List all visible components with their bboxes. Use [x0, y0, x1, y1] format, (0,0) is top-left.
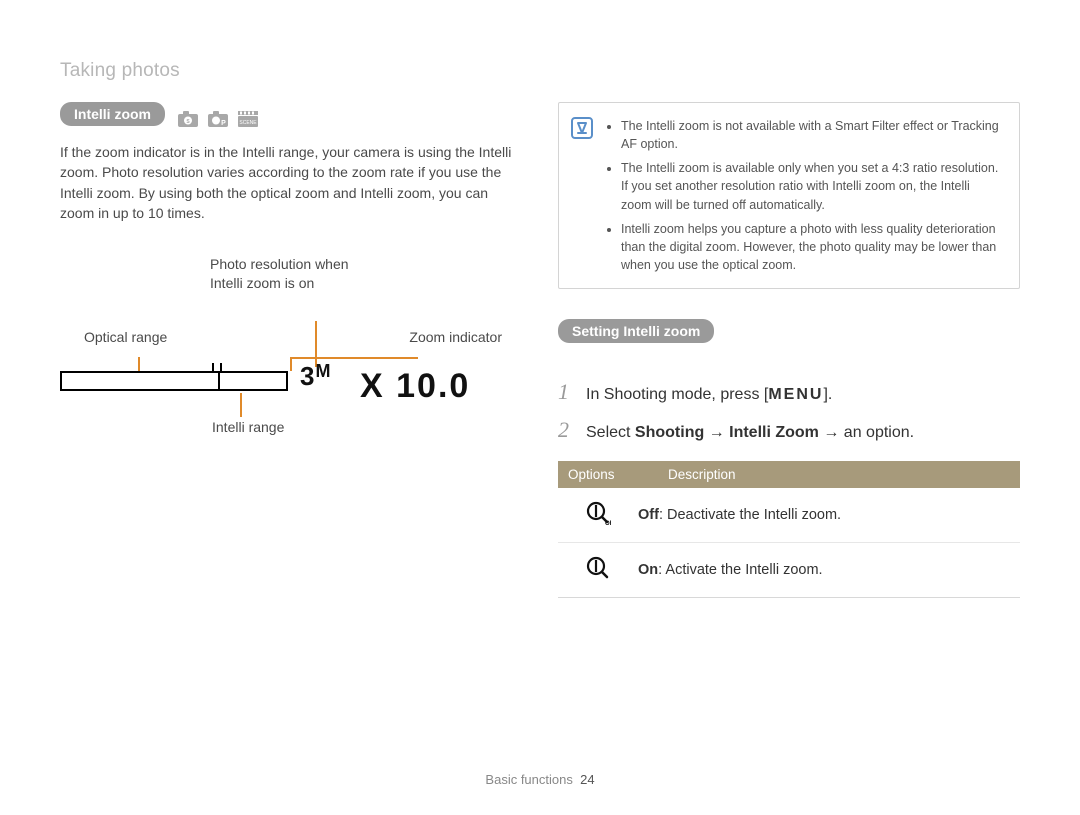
leader-optical — [138, 357, 140, 371]
note-icon — [571, 117, 593, 139]
zoom-indicator-label: Zoom indicator — [409, 329, 502, 345]
zoom-diagram: Photo resolution when Intelli zoom is on… — [60, 255, 522, 429]
leader-zoom-indicator-v — [290, 357, 292, 371]
note-item: The Intelli zoom is not available with a… — [621, 117, 1003, 153]
resolution-unit: M — [315, 361, 331, 381]
option-label: Off — [638, 507, 659, 523]
photo-resolution-label: Photo resolution when Intelli zoom is on — [210, 255, 522, 293]
step-number: 2 — [558, 417, 574, 443]
step-arrow: → — [704, 424, 729, 441]
svg-text:P: P — [221, 120, 226, 127]
optical-range-label: Optical range — [84, 329, 167, 345]
step-arrow: → — [819, 424, 844, 441]
option-desc: : Deactivate the Intelli zoom. — [659, 507, 841, 523]
zoom-bar-intelli-segment — [218, 373, 286, 389]
option-description-cell: On: Activate the Intelli zoom. — [638, 562, 1020, 578]
mode-icons: S P SCENE — [177, 110, 259, 128]
svg-text:SCENE: SCENE — [239, 120, 257, 126]
intelli-zoom-heading-row: Intelli zoom S P SCENE — [60, 102, 522, 136]
options-col-header: Options — [558, 461, 658, 488]
step-number: 1 — [558, 379, 574, 405]
zoom-multiplier: X 10.0 — [360, 367, 470, 406]
step-text-post: an option. — [844, 424, 914, 441]
page-number: 24 — [580, 772, 594, 787]
step-text-post: ]. — [823, 386, 832, 403]
steps-list: 1 In Shooting mode, press [MENU]. 2 Sele… — [558, 379, 1020, 443]
option-desc: : Activate the Intelli zoom. — [658, 562, 822, 578]
zoom-tick — [220, 363, 222, 373]
step-bold: Intelli Zoom — [729, 424, 819, 441]
intelli-zoom-on-icon — [585, 555, 611, 585]
zoom-tick — [212, 363, 214, 373]
zoom-bar — [60, 371, 288, 391]
menu-key: MENU — [768, 386, 823, 403]
diagram-mid-labels: Optical range Zoom indicator — [60, 329, 522, 345]
camera-program-icon: P — [207, 110, 229, 128]
scene-clapper-icon: SCENE — [237, 110, 259, 128]
table-row: OFF Off: Deactivate the Intelli zoom. — [558, 488, 1020, 542]
intelli-zoom-off-icon: OFF — [585, 500, 611, 530]
options-table: Options Description OFF Off: Deactivate … — [558, 461, 1020, 598]
note-item: Intelli zoom helps you capture a photo w… — [621, 220, 1003, 274]
step-bold: Shooting — [635, 424, 704, 441]
step-text-pre: In Shooting mode, press [ — [586, 386, 768, 403]
left-column: Intelli zoom S P SCENE If the zoom indic… — [60, 102, 522, 598]
step-2: 2 Select Shooting → Intelli Zoom → an op… — [558, 417, 1020, 443]
leader-intelli — [240, 393, 242, 417]
options-table-header: Options Description — [558, 461, 1020, 488]
intelli-zoom-pill: Intelli zoom — [60, 102, 165, 126]
leader-zoom-indicator-h — [290, 357, 418, 359]
note-item: The Intelli zoom is available only when … — [621, 159, 1003, 213]
option-icon-cell — [558, 555, 638, 585]
note-list: The Intelli zoom is not available with a… — [607, 117, 1003, 274]
intelli-range-label: Intelli range — [212, 419, 284, 435]
option-icon-cell: OFF — [558, 500, 638, 530]
intelli-zoom-description: If the zoom indicator is in the Intelli … — [60, 142, 522, 223]
option-description-cell: Off: Deactivate the Intelli zoom. — [638, 507, 1020, 523]
section-title: Taking photos — [60, 60, 1020, 82]
option-label: On — [638, 562, 658, 578]
footer-label: Basic functions — [485, 772, 572, 787]
step-1: 1 In Shooting mode, press [MENU]. — [558, 379, 1020, 405]
right-column: The Intelli zoom is not available with a… — [558, 102, 1020, 598]
step-text-pre: Select — [586, 424, 635, 441]
page-footer: Basic functions 24 — [0, 772, 1080, 787]
two-column-layout: Intelli zoom S P SCENE If the zoom indic… — [60, 102, 1020, 598]
page: Taking photos Intelli zoom S P SCENE — [0, 0, 1080, 815]
zoom-bar-optical-segment — [62, 373, 220, 389]
resolution-readout: 3M — [300, 361, 331, 392]
setting-heading-row: Setting Intelli zoom — [558, 319, 1020, 353]
table-row: On: Activate the Intelli zoom. — [558, 542, 1020, 597]
step-text: In Shooting mode, press [MENU]. — [586, 386, 832, 404]
description-col-header: Description — [658, 461, 1020, 488]
camera-smart-icon: S — [177, 110, 199, 128]
svg-text:OFF: OFF — [605, 521, 611, 526]
setting-intelli-zoom-pill: Setting Intelli zoom — [558, 319, 714, 343]
zoom-bar-area: 3M X 10.0 Intelli range — [60, 349, 522, 429]
resolution-number: 3 — [300, 361, 315, 391]
note-box: The Intelli zoom is not available with a… — [558, 102, 1020, 289]
step-text: Select Shooting → Intelli Zoom → an opti… — [586, 424, 914, 442]
